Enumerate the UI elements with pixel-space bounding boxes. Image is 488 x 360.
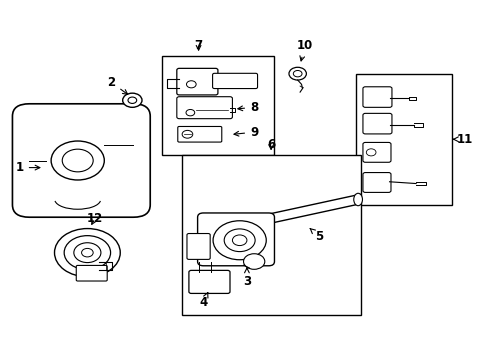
Bar <box>355 74 451 205</box>
Circle shape <box>186 81 196 88</box>
Text: 6: 6 <box>266 138 275 151</box>
FancyBboxPatch shape <box>178 126 222 142</box>
Text: 10: 10 <box>296 39 312 61</box>
Text: 2: 2 <box>107 76 127 94</box>
Circle shape <box>128 97 137 103</box>
Text: 9: 9 <box>234 126 258 139</box>
Circle shape <box>232 235 246 246</box>
Text: 11: 11 <box>452 133 471 146</box>
FancyBboxPatch shape <box>197 213 274 266</box>
Text: 8: 8 <box>237 101 258 114</box>
FancyBboxPatch shape <box>362 113 391 134</box>
FancyBboxPatch shape <box>12 104 150 217</box>
Text: 12: 12 <box>86 212 102 225</box>
Circle shape <box>213 221 265 260</box>
Circle shape <box>81 248 93 257</box>
FancyBboxPatch shape <box>362 87 391 107</box>
Circle shape <box>185 109 194 116</box>
Ellipse shape <box>353 193 362 206</box>
FancyBboxPatch shape <box>362 172 390 192</box>
Text: 4: 4 <box>199 293 207 309</box>
Circle shape <box>62 149 93 172</box>
Circle shape <box>74 243 101 262</box>
Polygon shape <box>249 194 360 228</box>
Circle shape <box>293 71 302 77</box>
Circle shape <box>54 229 120 277</box>
FancyBboxPatch shape <box>177 97 232 119</box>
Circle shape <box>64 236 110 270</box>
FancyBboxPatch shape <box>186 234 210 260</box>
Text: 7: 7 <box>194 39 202 52</box>
FancyBboxPatch shape <box>76 265 107 281</box>
Circle shape <box>288 67 306 80</box>
Text: 5: 5 <box>309 229 323 243</box>
Bar <box>162 56 273 155</box>
Text: 1: 1 <box>16 161 40 174</box>
Circle shape <box>122 93 142 107</box>
Circle shape <box>182 130 192 138</box>
FancyBboxPatch shape <box>188 270 229 293</box>
Circle shape <box>51 141 104 180</box>
Circle shape <box>224 229 255 252</box>
Text: 3: 3 <box>243 268 250 288</box>
Bar <box>181 155 360 315</box>
FancyBboxPatch shape <box>177 68 218 95</box>
FancyBboxPatch shape <box>362 143 390 162</box>
FancyBboxPatch shape <box>212 73 257 89</box>
Circle shape <box>243 254 264 269</box>
Circle shape <box>366 149 375 156</box>
